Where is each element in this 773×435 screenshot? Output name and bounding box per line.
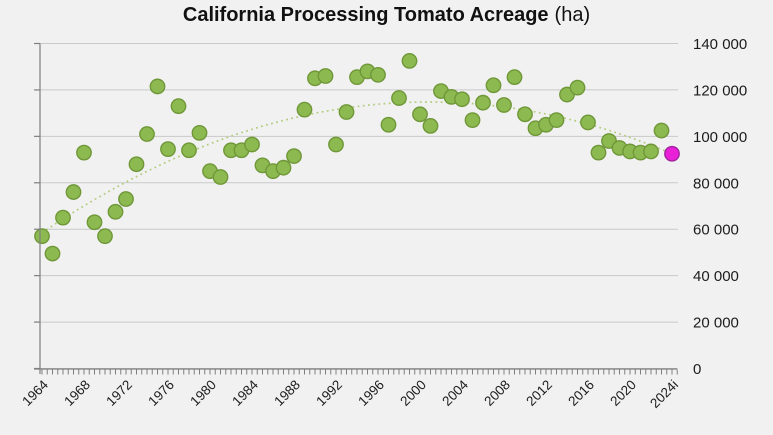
x-tick-label: 1988 xyxy=(271,377,303,409)
y-tick-label: 40 000 xyxy=(693,268,739,285)
data-point xyxy=(475,94,491,111)
data-point xyxy=(275,159,292,176)
data-point xyxy=(44,245,61,262)
x-tick-label: 2008 xyxy=(481,377,513,409)
data-point xyxy=(317,68,334,84)
data-point xyxy=(286,148,302,164)
data-point xyxy=(580,114,596,131)
x-tick-label: 1976 xyxy=(145,377,177,409)
data-point xyxy=(212,169,229,185)
x-tick-label: 2012 xyxy=(523,377,555,409)
data-point xyxy=(55,209,71,226)
y-tick-label: 60 000 xyxy=(693,222,739,239)
x-tick-label: 1972 xyxy=(103,377,135,409)
y-tick-label: 0 xyxy=(693,361,701,378)
y-tick-label: 100 000 xyxy=(693,129,747,146)
data-point xyxy=(370,66,386,83)
data-point xyxy=(97,228,113,245)
x-tick-label: 2004 xyxy=(439,377,471,409)
data-point xyxy=(181,142,197,159)
data-point xyxy=(401,53,418,69)
data-point-2024-intentions xyxy=(664,145,680,162)
data-point xyxy=(422,118,439,134)
data-point xyxy=(128,156,145,173)
data-point xyxy=(485,77,502,94)
x-tick-label: 1984 xyxy=(229,377,261,409)
data-point xyxy=(86,214,103,231)
x-tick-label: 1980 xyxy=(187,377,219,409)
x-tick-label: 1996 xyxy=(355,377,387,409)
data-point xyxy=(191,124,208,141)
data-point xyxy=(296,101,313,118)
x-tick-label: 2020 xyxy=(607,377,639,409)
data-point xyxy=(338,104,355,120)
x-tick-label: 1968 xyxy=(61,377,93,409)
data-point xyxy=(244,136,260,153)
data-point xyxy=(496,97,512,113)
data-point xyxy=(107,203,124,220)
data-point xyxy=(569,79,586,96)
data-point xyxy=(328,136,344,153)
y-tick-label: 140 000 xyxy=(693,36,747,53)
data-point xyxy=(653,122,670,139)
x-tick-label: 2016 xyxy=(565,377,597,409)
x-tick-label: 2024i xyxy=(647,377,681,411)
y-tick-label: 20 000 xyxy=(693,315,739,332)
y-tick-label: 80 000 xyxy=(693,175,739,192)
x-tick-label: 2000 xyxy=(397,377,429,409)
chart-title: California Processing Tomato Acreage (ha) xyxy=(0,4,773,27)
chart-title-unit: (ha) xyxy=(554,4,591,26)
data-point xyxy=(170,98,187,115)
data-point xyxy=(380,116,397,133)
data-point xyxy=(590,144,607,161)
y-tick-label: 120 000 xyxy=(693,82,747,99)
x-tick-label: 1964 xyxy=(19,377,51,409)
data-point xyxy=(76,144,92,161)
data-point xyxy=(643,143,659,160)
data-point xyxy=(454,91,470,108)
data-point xyxy=(34,228,50,245)
data-point xyxy=(517,106,533,123)
data-point xyxy=(65,184,82,200)
chart-title-main: California Processing Tomato Acreage xyxy=(182,4,549,26)
data-point xyxy=(160,141,176,158)
data-point xyxy=(139,126,155,142)
data-point xyxy=(506,69,523,86)
data-point xyxy=(548,112,565,129)
data-point xyxy=(412,106,428,123)
data-point xyxy=(464,112,481,129)
data-point xyxy=(118,191,134,207)
data-point xyxy=(149,78,166,95)
data-point xyxy=(391,90,407,106)
x-tick-label: 1992 xyxy=(313,377,345,409)
